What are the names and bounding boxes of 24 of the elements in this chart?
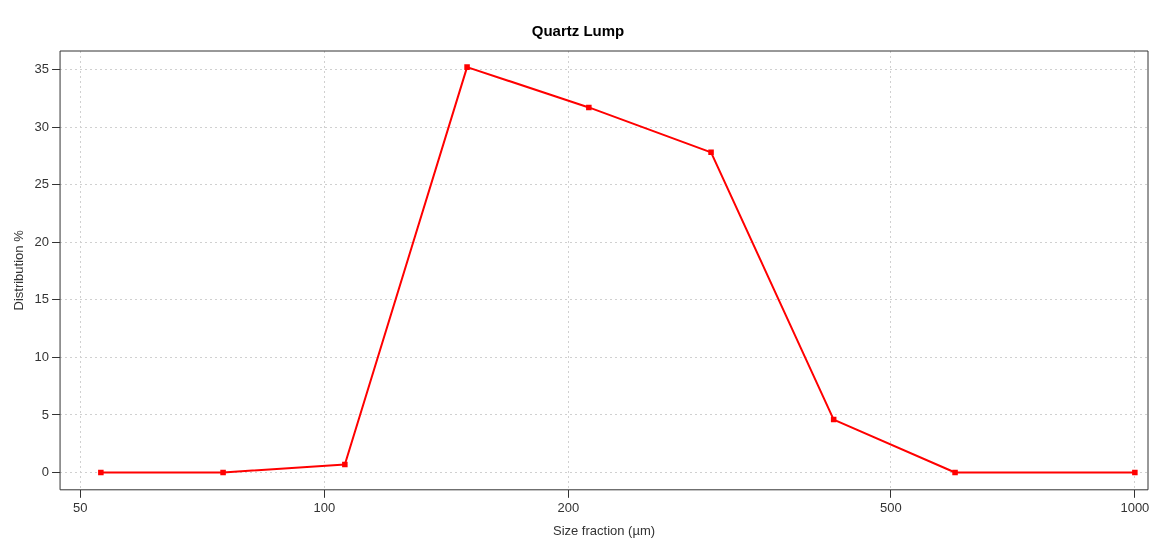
y-tick-label: 35	[34, 61, 50, 77]
y-tick-label: 5	[41, 406, 50, 422]
x-tick-label: 100	[313, 500, 336, 516]
y-tick-label: 20	[34, 233, 50, 249]
point	[464, 64, 470, 70]
point	[952, 469, 958, 476]
y-tick-label: 30	[34, 118, 50, 134]
y-tick-label: 0	[41, 464, 50, 480]
point	[830, 416, 837, 423]
point	[220, 469, 226, 476]
y-tick-label: 15	[34, 291, 50, 307]
point	[98, 469, 104, 476]
y-tick-label: 10	[34, 348, 50, 364]
x-tick-label: 50	[73, 500, 88, 516]
chart-title: Quartz Lump	[531, 22, 625, 40]
x-tick-label: 500	[880, 500, 902, 516]
y-tick-label: 25	[34, 176, 50, 192]
x-axis-title: Size fraction (µm)	[552, 522, 656, 538]
point	[586, 104, 592, 111]
y-axis-title: Distribution %	[11, 229, 27, 311]
x-tick-label: 1000	[1120, 500, 1150, 516]
x-tick-label: 200	[557, 500, 580, 516]
point	[708, 149, 714, 156]
point	[342, 461, 348, 468]
